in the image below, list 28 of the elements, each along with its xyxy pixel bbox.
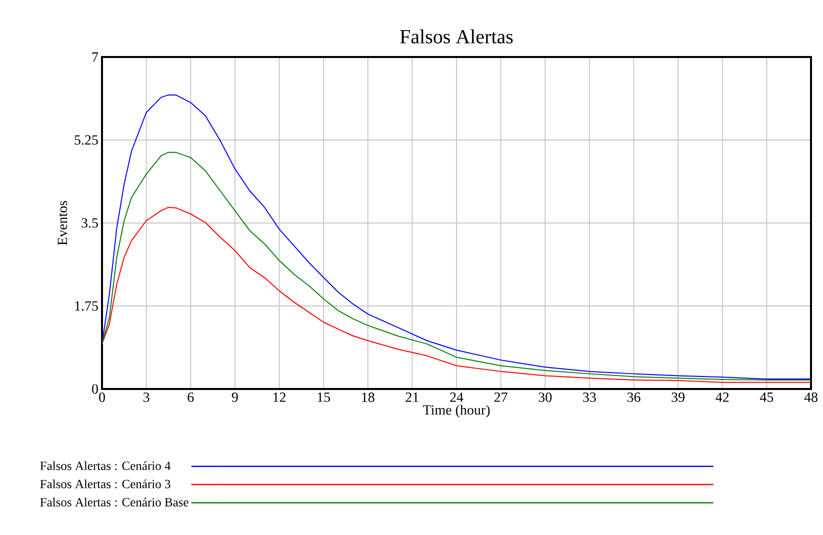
x-tick-label: 24 xyxy=(450,392,464,402)
legend-label: Falsos Alertas : Cenário Base xyxy=(40,498,188,506)
x-tick-label: 30 xyxy=(538,392,552,402)
x-tick-label: 6 xyxy=(188,392,194,402)
y-tick-label: 0 xyxy=(92,384,98,394)
y-tick-label: 1.75 xyxy=(75,301,98,311)
x-tick-label: 21 xyxy=(406,392,418,402)
x-tick-label: 12 xyxy=(273,392,286,402)
x-tick-label: 42 xyxy=(716,392,729,402)
legend-label: Falsos Alertas : Cenário 4 xyxy=(40,461,171,470)
chart-title: Falsos Alertas xyxy=(400,29,513,44)
x-tick-label: 39 xyxy=(672,392,684,402)
x-tick-label: 9 xyxy=(232,392,238,402)
x-tick-label: 27 xyxy=(494,392,508,402)
x-tick-label: 33 xyxy=(583,392,596,402)
x-axis-title: Time (hour) xyxy=(422,404,490,418)
y-tick-label: 7 xyxy=(92,52,98,62)
x-tick-label: 48 xyxy=(804,392,818,402)
x-tick-label: 0 xyxy=(99,392,105,402)
y-axis-title: Eventos xyxy=(58,200,68,246)
x-tick-label: 18 xyxy=(362,392,374,402)
x-tick-label: 36 xyxy=(627,392,640,402)
y-tick-label: 3.5 xyxy=(82,218,98,228)
legend-label: Falsos Alertas : Cenário 3 xyxy=(40,479,170,488)
y-tick-label: 5.25 xyxy=(74,135,98,145)
x-tick-label: 45 xyxy=(760,392,774,402)
x-tick-label: 15 xyxy=(318,392,330,402)
x-tick-label: 3 xyxy=(143,392,150,402)
